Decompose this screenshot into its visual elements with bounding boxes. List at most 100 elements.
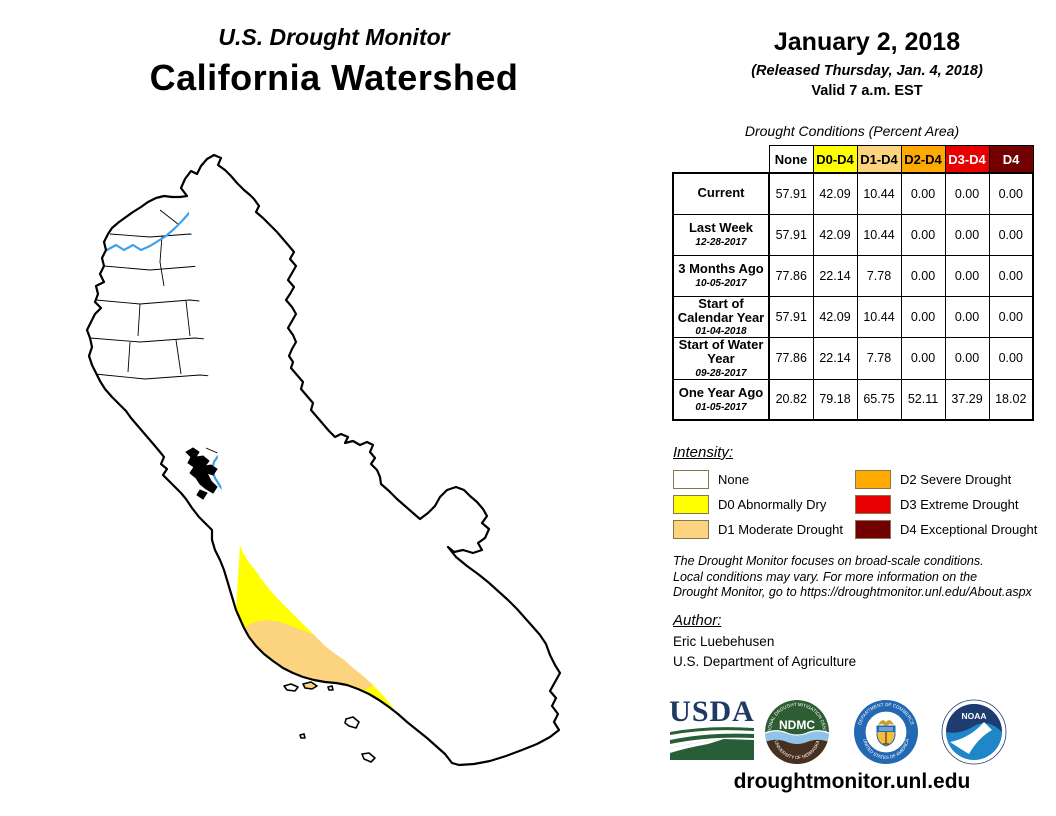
row-label: Start of Calendar Year 01-04-2018 <box>672 295 770 339</box>
release-date: (Released Thursday, Jan. 4, 2018) <box>751 63 983 79</box>
table-row: Last Week 12-28-2017 57.91 42.09 10.44 0.… <box>672 213 1034 256</box>
table-cell: 0.00 <box>988 254 1034 297</box>
table-cell: 18.02 <box>988 378 1034 421</box>
legend-item-none: None <box>673 469 749 489</box>
row-label: 3 Months Ago 10-05-2017 <box>672 254 770 297</box>
table-cell: 65.75 <box>856 378 902 421</box>
drought-conditions-table: None D0-D4 D1-D4 D2-D4 D3-D4 D4 Current … <box>672 145 1034 421</box>
table-header-row: None D0-D4 D1-D4 D2-D4 D3-D4 D4 <box>673 145 1034 174</box>
disclaimer-line: The Drought Monitor focuses on broad-sca… <box>673 554 984 568</box>
table-cell: 37.29 <box>944 378 990 421</box>
column-header-d3-d4: D3-D4 <box>944 145 990 174</box>
row-label: Last Week 12-28-2017 <box>672 213 770 256</box>
legend-item-d4: D4 Exceptional Drought <box>855 519 1037 539</box>
table-cell: 0.00 <box>944 337 990 380</box>
table-cell: 57.91 <box>768 172 814 215</box>
legend-item-d3: D3 Extreme Drought <box>855 494 1019 514</box>
author-name: Eric Luebehusen <box>673 634 775 649</box>
table-cell: 0.00 <box>988 213 1034 256</box>
d3-swatch <box>855 494 891 514</box>
table-cell: 52.11 <box>900 378 946 421</box>
noaa-logo: NOAA <box>940 698 1008 771</box>
d2-swatch <box>855 469 891 489</box>
doc-seal-icon: DEPARTMENT OF COMMERCE UNITED STATES OF … <box>854 700 918 764</box>
d4-swatch <box>855 519 891 539</box>
column-header-none: None <box>768 145 814 174</box>
table-cell: 0.00 <box>944 213 990 256</box>
title-block: U.S. Drought Monitor California Watershe… <box>30 24 638 99</box>
table-cell: 10.44 <box>856 172 902 215</box>
row-label: Start of Water Year 09-28-2017 <box>672 337 770 380</box>
table-row: Start of Water Year 09-28-2017 77.86 22.1… <box>672 337 1034 380</box>
table-corner-cell <box>673 146 769 174</box>
author-organization: U.S. Department of Agriculture <box>673 654 857 669</box>
watershed-base-region <box>87 155 560 765</box>
table-cell: 77.86 <box>768 337 814 380</box>
legend-item-d0: D0 Abnormally Dry <box>673 494 826 514</box>
table-cell: 0.00 <box>944 295 990 339</box>
legend-heading: Intensity: <box>673 444 734 461</box>
table-cell: 0.00 <box>900 295 946 339</box>
department-of-commerce-logo: DEPARTMENT OF COMMERCE UNITED STATES OF … <box>852 698 920 771</box>
noaa-seal-icon: NOAA <box>941 699 1007 765</box>
channel-islands <box>283 681 376 763</box>
table-cell: 20.82 <box>768 378 814 421</box>
ndmc-logo-text: NDMC <box>779 718 815 732</box>
map-date: January 2, 2018 <box>773 28 961 56</box>
table-row: One Year Ago 01-05-2017 20.82 79.18 65.75… <box>672 378 1034 421</box>
table-cell: 0.00 <box>988 337 1034 380</box>
usda-logo-text: USDA <box>669 695 755 728</box>
california-watershed-map <box>85 153 562 767</box>
legend-item-d2: D2 Severe Drought <box>855 469 1011 489</box>
table-cell: 57.91 <box>768 295 814 339</box>
table-cell: 0.00 <box>900 172 946 215</box>
table-cell: 10.44 <box>856 295 902 339</box>
table-cell: 0.00 <box>944 172 990 215</box>
disclaimer-text: The Drought Monitor focuses on broad-sca… <box>673 554 1032 601</box>
report-kicker: U.S. Drought Monitor <box>218 24 450 50</box>
disclaimer-line: Drought Monitor, go to https://droughtmo… <box>673 585 1032 599</box>
table-cell: 42.09 <box>812 172 858 215</box>
table-title: Drought Conditions (Percent Area) <box>744 123 960 139</box>
table-row: Current 57.91 42.09 10.44 0.00 0.00 0.00 <box>672 172 1034 215</box>
column-header-d1-d4: D1-D4 <box>856 145 902 174</box>
table-cell: 0.00 <box>900 213 946 256</box>
table-row: 3 Months Ago 10-05-2017 77.86 22.14 7.78 … <box>672 254 1034 297</box>
noaa-logo-text: NOAA <box>961 711 986 721</box>
table-cell: 0.00 <box>988 295 1034 339</box>
column-header-d4: D4 <box>988 145 1034 174</box>
table-cell: 0.00 <box>900 337 946 380</box>
table-cell: 22.14 <box>812 337 858 380</box>
row-label: One Year Ago 01-05-2017 <box>672 378 770 421</box>
table-cell: 79.18 <box>812 378 858 421</box>
column-header-d2-d4: D2-D4 <box>900 145 946 174</box>
website-url: droughtmonitor.unl.edu <box>733 770 971 793</box>
table-cell: 0.00 <box>944 254 990 297</box>
table-cell: 42.09 <box>812 295 858 339</box>
usda-field-icon <box>670 727 754 760</box>
table-cell: 7.78 <box>856 337 902 380</box>
noaa-gull-icon <box>950 722 992 754</box>
table-cell: 22.14 <box>812 254 858 297</box>
ndmc-logo: NDMC NATIONAL DROUGHT MITIGATION CENTER … <box>763 698 831 771</box>
row-label: Current <box>672 172 770 215</box>
doc-eagle-icon <box>878 720 894 726</box>
page-title: California Watershed <box>149 57 519 98</box>
table-cell: 77.86 <box>768 254 814 297</box>
table-row: Start of Calendar Year 01-04-2018 57.91 4… <box>672 295 1034 339</box>
author-heading: Author: <box>673 612 722 629</box>
san-francisco-bay <box>154 447 218 500</box>
legend-item-d1: D1 Moderate Drought <box>673 519 843 539</box>
table-cell: 57.91 <box>768 213 814 256</box>
date-block: January 2, 2018 (Released Thursday, Jan.… <box>706 28 1028 99</box>
ndmc-seal-icon: NDMC NATIONAL DROUGHT MITIGATION CENTER … <box>765 700 829 764</box>
d0-swatch <box>673 494 709 514</box>
table-cell: 42.09 <box>812 213 858 256</box>
table-cell: 0.00 <box>900 254 946 297</box>
table-cell: 0.00 <box>988 172 1034 215</box>
watershed-outline <box>85 153 562 767</box>
disclaimer-line: Local conditions may vary. For more info… <box>673 569 978 584</box>
table-cell: 10.44 <box>856 213 902 256</box>
valid-time: Valid 7 a.m. EST <box>811 83 923 99</box>
